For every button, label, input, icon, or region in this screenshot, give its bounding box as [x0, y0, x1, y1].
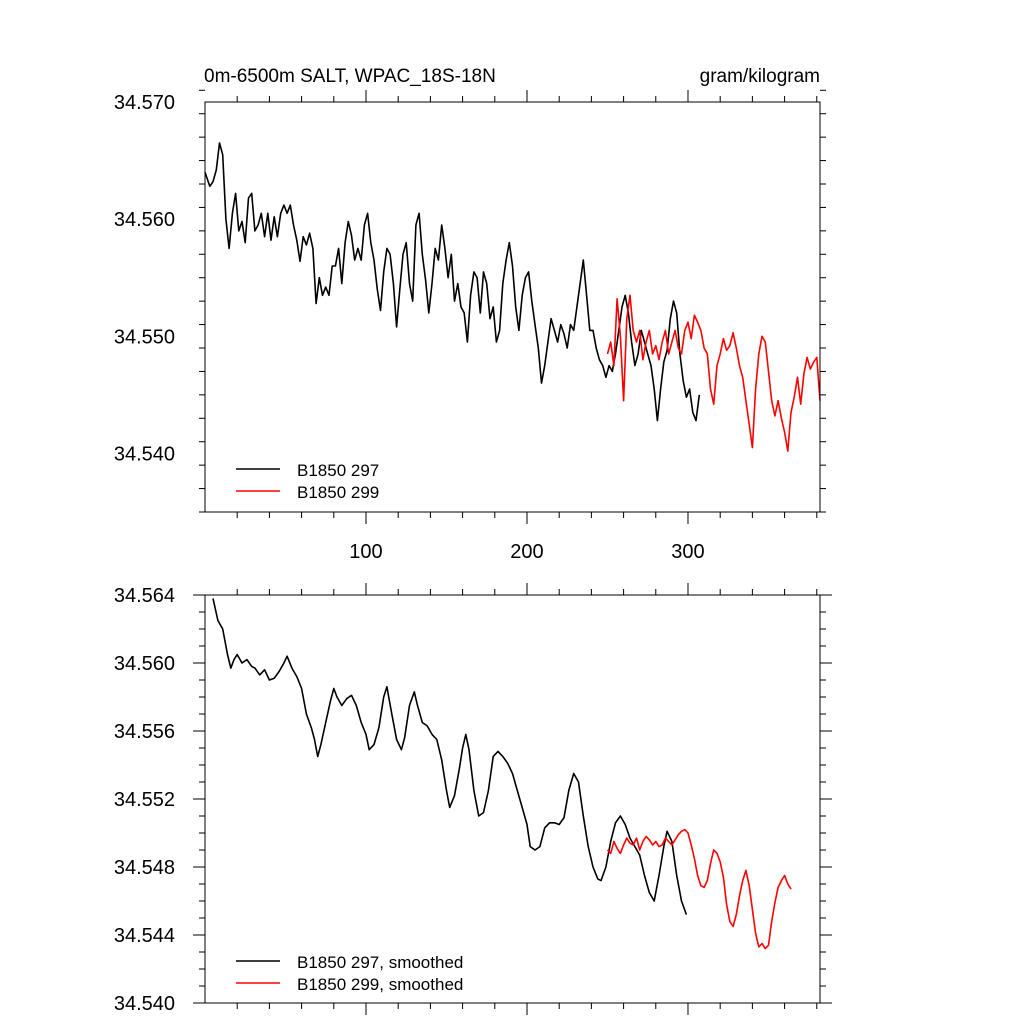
units-label: gram/kilogram	[700, 66, 820, 87]
bottom-panel-y-axis: 34.564 34.560 34.556 34.552 34.548 34.54…	[114, 585, 175, 1015]
top-panel-frame	[204, 101, 821, 513]
series-line-b1850-297-smoothed	[212, 598, 688, 915]
bottom-panel: 34.564 34.560 34.556 34.552 34.548 34.54…	[114, 583, 832, 1015]
legend-label-299-smoothed: B1850 299, smoothed	[297, 975, 463, 994]
x-tick-label: 100	[349, 541, 382, 563]
legend-label-297-smoothed: B1850 297, smoothed	[297, 953, 463, 972]
y-tick-label: 34.548	[114, 857, 175, 879]
top-panel-series	[204, 142, 821, 452]
series-line-b1850-299-smoothed	[606, 828, 792, 950]
bottom-panel-series	[212, 598, 792, 950]
y-tick-label: 34.556	[114, 721, 175, 743]
legend-label-299: B1850 299	[297, 483, 379, 502]
x-tick-label: 200	[510, 541, 543, 563]
y-tick-label: 34.560	[114, 653, 175, 675]
y-tick-label: 34.560	[114, 209, 175, 231]
chart-title: 0m-6500m SALT, WPAC_18S-18N	[204, 66, 496, 87]
top-panel: 0m-6500m SALT, WPAC_18S-18N gram/kilogra…	[114, 66, 826, 563]
top-panel-legend: B1850 297 B1850 299	[236, 461, 379, 502]
y-tick-label: 34.550	[114, 326, 175, 348]
y-tick-label: 34.540	[114, 443, 175, 465]
series-line-b1850-299	[606, 294, 821, 452]
bottom-panel-frame	[204, 594, 821, 1004]
y-tick-label: 34.564	[114, 585, 175, 607]
y-tick-label: 34.544	[114, 925, 175, 947]
top-panel-ticks	[199, 89, 826, 524]
y-tick-label: 34.570	[114, 92, 175, 114]
y-tick-label: 34.540	[114, 993, 175, 1015]
y-tick-label: 34.552	[114, 789, 175, 811]
bottom-panel-legend: B1850 297, smoothed B1850 299, smoothed	[236, 953, 463, 994]
x-tick-label: 300	[671, 541, 704, 563]
top-panel-y-axis: 34.570 34.560 34.550 34.540	[114, 92, 175, 465]
top-panel-x-axis: 100 200 300	[349, 541, 704, 563]
series-line-b1850-297	[204, 142, 701, 422]
bottom-panel-ticks	[193, 583, 832, 1015]
legend-label-297: B1850 297	[297, 461, 379, 480]
